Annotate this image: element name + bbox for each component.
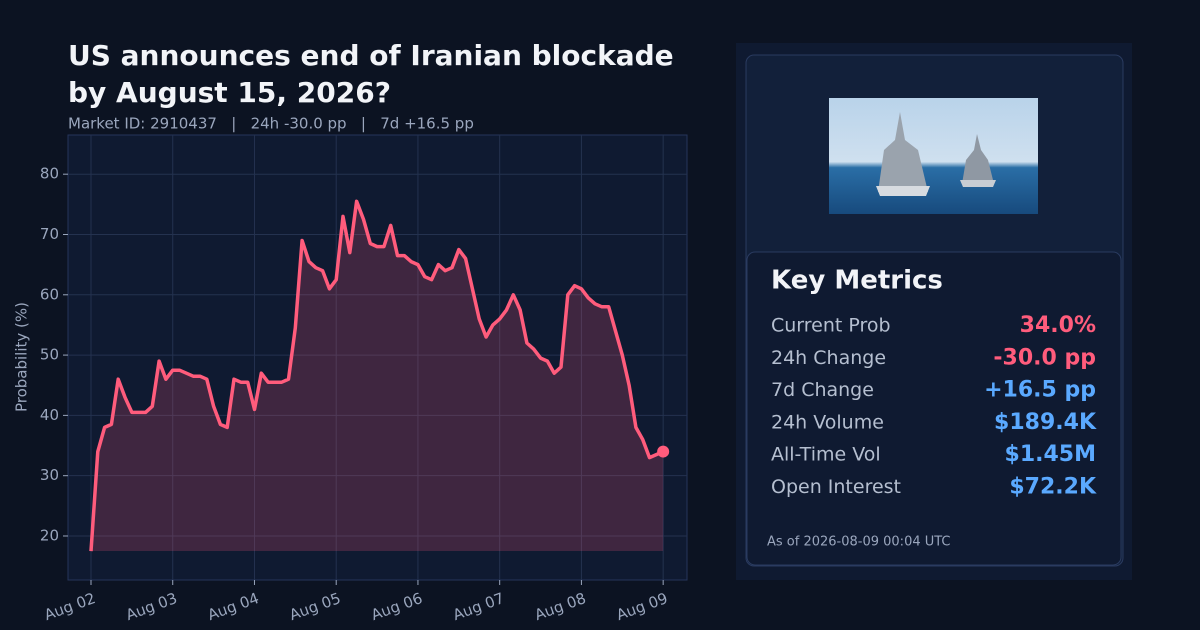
plot-area	[67, 134, 688, 581]
y-tick-label: 40	[40, 406, 59, 424]
metric-label: 24h Change	[771, 347, 886, 369]
y-tick-label: 50	[40, 346, 59, 364]
metric-value: $189.4K	[994, 410, 1097, 435]
metric-label: Open Interest	[771, 476, 901, 498]
y-axis-label: Probability (%)	[13, 302, 31, 412]
y-tick-label: 30	[40, 466, 59, 484]
metric-label: 24h Volume	[771, 411, 884, 433]
metric-label: Current Prob	[771, 315, 891, 337]
metric-value: $1.45M	[1005, 442, 1096, 467]
y-tick-label: 70	[40, 225, 59, 243]
metric-value: $72.2K	[1009, 475, 1097, 500]
y-tick-label: 60	[40, 285, 59, 303]
y-tick-label: 80	[40, 165, 59, 183]
metric-value: +16.5 pp	[984, 378, 1096, 403]
metrics-title: Key Metrics	[771, 266, 943, 296]
metric-value: 34.0%	[1020, 313, 1096, 338]
title-line: by August 15, 2026?	[68, 76, 391, 109]
line	[89, 199, 664, 552]
metric-value: -30.0 pp	[993, 345, 1096, 370]
area-fill	[90, 201, 664, 552]
ship-image	[829, 98, 1038, 214]
y-tick-label: 20	[40, 526, 59, 544]
metric-label: 7d Change	[771, 379, 874, 401]
end-marker	[657, 445, 670, 458]
metric-label: All-Time Vol	[771, 444, 881, 466]
metrics-box	[746, 251, 1122, 566]
footnote: As of 2026-08-09 00:04 UTC	[767, 535, 951, 550]
subtitle: Market ID: 2910437 | 24h -30.0 pp | 7d +…	[68, 115, 474, 133]
title-line: US announces end of Iranian blockade	[68, 39, 674, 72]
